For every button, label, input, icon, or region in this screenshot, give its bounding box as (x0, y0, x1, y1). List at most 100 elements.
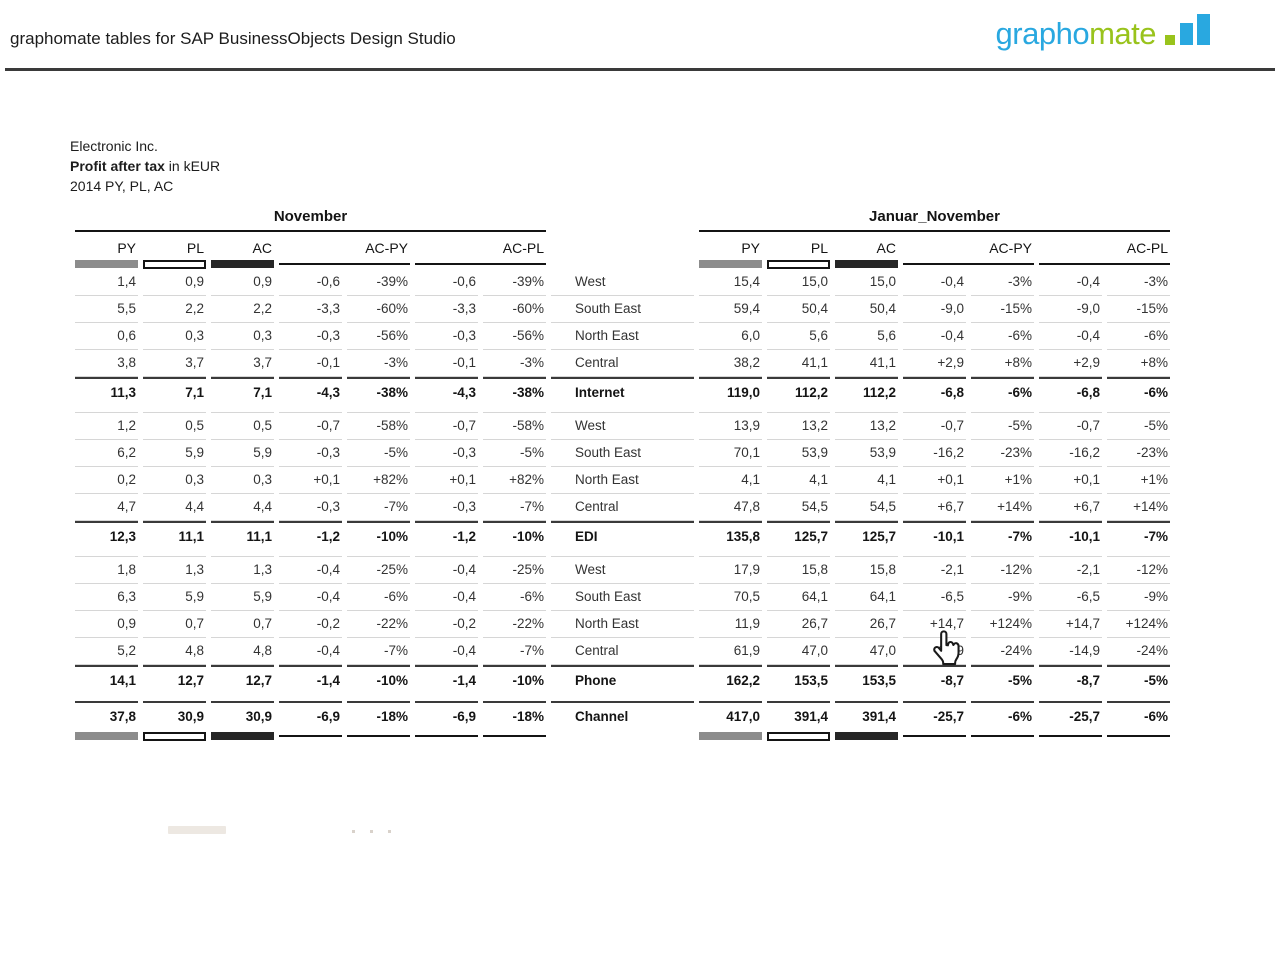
value-cell[interactable]: 1,3 (143, 557, 206, 584)
value-cell[interactable]: +8% (971, 350, 1034, 377)
value-cell[interactable]: 15,0 (835, 269, 898, 296)
value-cell[interactable]: -6,5 (1039, 584, 1102, 611)
value-cell[interactable]: 0,2 (75, 467, 138, 494)
value-cell[interactable]: -7% (971, 521, 1034, 550)
value-cell[interactable]: -0,1 (279, 350, 342, 377)
value-cell[interactable]: -0,7 (279, 413, 342, 440)
value-cell[interactable]: 11,1 (143, 521, 206, 550)
value-cell[interactable]: 7,1 (143, 377, 206, 406)
value-cell[interactable]: 112,2 (767, 377, 830, 406)
value-cell[interactable]: 37,8 (75, 701, 138, 730)
value-cell[interactable]: -1,4 (279, 665, 342, 694)
value-cell[interactable]: +82% (347, 467, 410, 494)
value-cell[interactable]: 13,2 (767, 413, 830, 440)
value-cell[interactable]: 2,2 (211, 296, 274, 323)
value-cell[interactable]: 162,2 (699, 665, 762, 694)
value-cell[interactable]: -58% (483, 413, 546, 440)
value-cell[interactable]: 59,4 (699, 296, 762, 323)
value-cell[interactable]: -5% (1107, 413, 1170, 440)
value-cell[interactable]: -10% (483, 665, 546, 694)
value-cell[interactable]: -14,9 (1039, 638, 1102, 665)
value-cell[interactable]: 1,3 (211, 557, 274, 584)
value-cell[interactable]: -56% (483, 323, 546, 350)
value-cell[interactable]: -3% (347, 350, 410, 377)
value-cell[interactable]: 5,6 (767, 323, 830, 350)
row-label-cell[interactable]: Central (551, 638, 694, 665)
value-cell[interactable]: -25,7 (903, 701, 966, 730)
value-cell[interactable]: +6,7 (1039, 494, 1102, 521)
value-cell[interactable]: 4,8 (211, 638, 274, 665)
value-cell[interactable]: 3,7 (211, 350, 274, 377)
value-cell[interactable]: 12,7 (211, 665, 274, 694)
value-cell[interactable]: -9% (971, 584, 1034, 611)
value-cell[interactable]: -0,4 (279, 557, 342, 584)
value-cell[interactable]: 0,5 (211, 413, 274, 440)
value-cell[interactable]: -0,2 (415, 611, 478, 638)
value-cell[interactable]: -7% (483, 638, 546, 665)
value-cell[interactable]: +14,7 (1039, 611, 1102, 638)
value-cell[interactable]: -6,8 (1039, 377, 1102, 406)
value-cell[interactable]: -10,1 (1039, 521, 1102, 550)
value-cell[interactable]: 11,1 (211, 521, 274, 550)
value-cell[interactable]: 417,0 (699, 701, 762, 730)
value-cell[interactable]: +1% (1107, 467, 1170, 494)
value-cell[interactable]: -6% (971, 701, 1034, 730)
value-cell[interactable]: 5,9 (211, 440, 274, 467)
value-cell[interactable]: +124% (971, 611, 1034, 638)
value-cell[interactable]: -0,4 (279, 584, 342, 611)
value-cell[interactable]: -39% (347, 269, 410, 296)
value-cell[interactable]: 15,0 (767, 269, 830, 296)
value-cell[interactable]: -6,8 (903, 377, 966, 406)
value-cell[interactable]: 5,9 (143, 440, 206, 467)
value-cell[interactable]: 70,1 (699, 440, 762, 467)
value-cell[interactable]: 153,5 (767, 665, 830, 694)
value-cell[interactable]: +82% (483, 467, 546, 494)
value-cell[interactable]: 41,1 (767, 350, 830, 377)
value-cell[interactable]: -0,4 (1039, 269, 1102, 296)
value-cell[interactable]: -0,3 (415, 494, 478, 521)
value-cell[interactable]: -9,0 (903, 296, 966, 323)
value-cell[interactable]: 54,5 (767, 494, 830, 521)
value-cell[interactable]: -0,4 (1039, 323, 1102, 350)
value-cell[interactable]: -1,2 (415, 521, 478, 550)
row-label-cell[interactable]: South East (551, 296, 694, 323)
value-cell[interactable]: -3,3 (279, 296, 342, 323)
value-cell[interactable]: -3% (1107, 269, 1170, 296)
value-cell[interactable]: -5% (483, 440, 546, 467)
value-cell[interactable]: -7% (1107, 521, 1170, 550)
value-cell[interactable]: -0,3 (279, 494, 342, 521)
value-cell[interactable]: -0,1 (415, 350, 478, 377)
value-cell[interactable]: 5,6 (835, 323, 898, 350)
value-cell[interactable]: -60% (483, 296, 546, 323)
value-cell[interactable]: -8,7 (903, 665, 966, 694)
value-cell[interactable]: -4,3 (279, 377, 342, 406)
row-label-cell[interactable]: EDI (551, 521, 694, 550)
value-cell[interactable]: 11,9 (699, 611, 762, 638)
value-cell[interactable]: 112,2 (835, 377, 898, 406)
value-cell[interactable]: -1,2 (279, 521, 342, 550)
value-cell[interactable]: -22% (483, 611, 546, 638)
value-cell[interactable]: 53,9 (767, 440, 830, 467)
value-cell[interactable]: -23% (971, 440, 1034, 467)
value-cell[interactable]: -9% (1107, 584, 1170, 611)
value-cell[interactable]: 12,3 (75, 521, 138, 550)
value-cell[interactable]: 47,8 (699, 494, 762, 521)
value-cell[interactable]: 17,9 (699, 557, 762, 584)
value-cell[interactable]: -0,3 (415, 323, 478, 350)
value-cell[interactable]: 4,1 (767, 467, 830, 494)
value-cell[interactable]: -1,4 (415, 665, 478, 694)
value-cell[interactable]: +6,7 (903, 494, 966, 521)
value-cell[interactable]: -15% (971, 296, 1034, 323)
value-cell[interactable]: -6% (1107, 701, 1170, 730)
value-cell[interactable]: 47,0 (767, 638, 830, 665)
value-cell[interactable]: -9,0 (1039, 296, 1102, 323)
value-cell[interactable]: 125,7 (767, 521, 830, 550)
value-cell[interactable]: -10% (347, 521, 410, 550)
value-cell[interactable]: -4,3 (415, 377, 478, 406)
value-cell[interactable]: 0,3 (143, 323, 206, 350)
value-cell[interactable]: +124% (1107, 611, 1170, 638)
value-cell[interactable]: -56% (347, 323, 410, 350)
value-cell[interactable]: -6,5 (903, 584, 966, 611)
value-cell[interactable]: +0,1 (415, 467, 478, 494)
value-cell[interactable]: -24% (971, 638, 1034, 665)
